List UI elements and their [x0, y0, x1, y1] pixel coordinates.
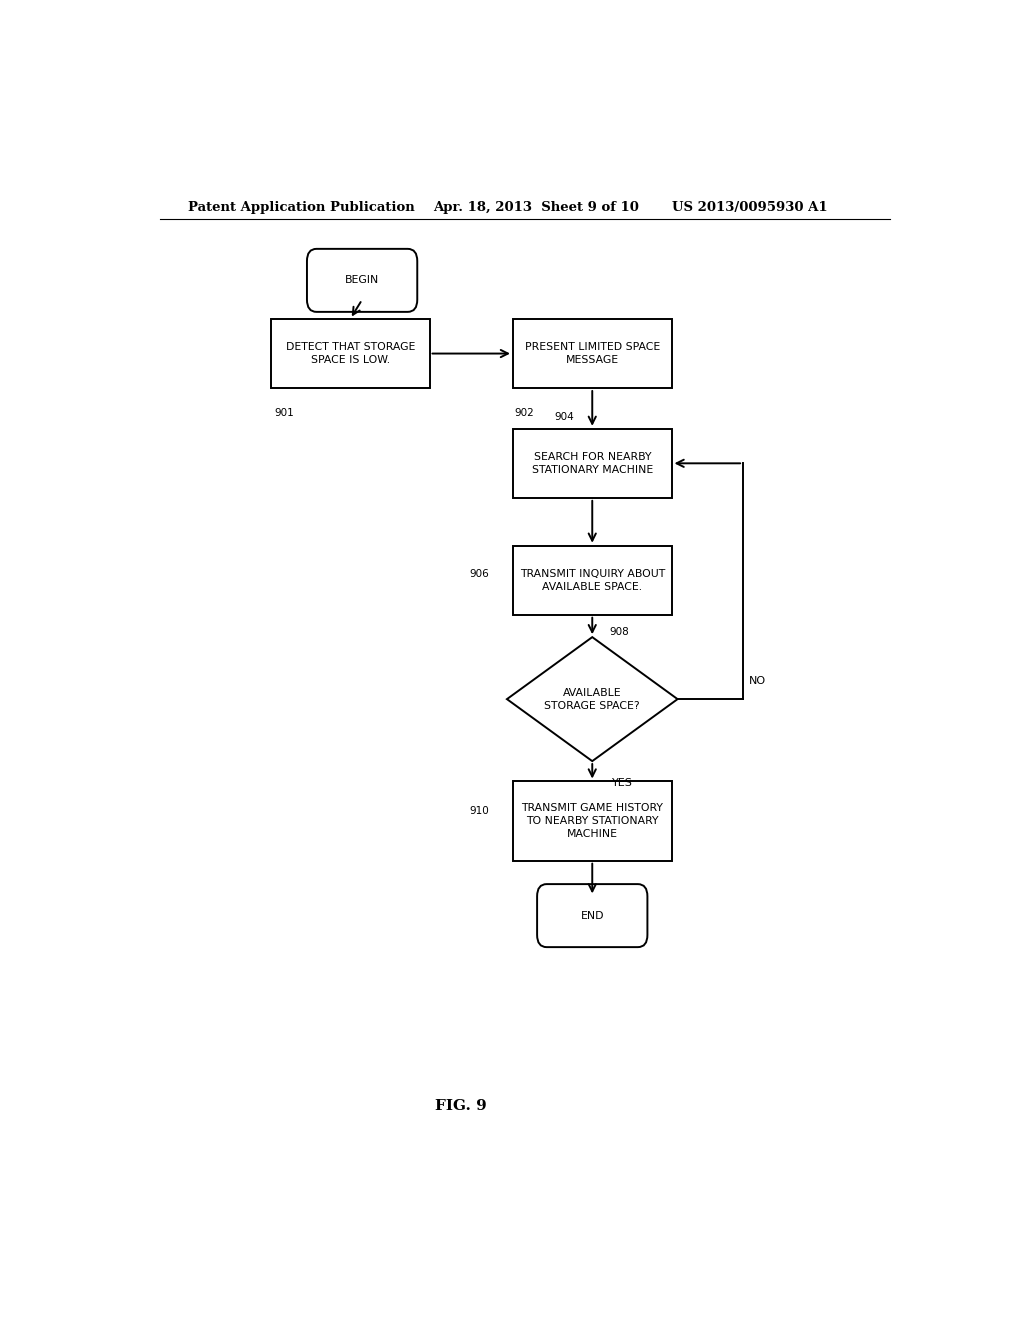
Text: FIG. 9: FIG. 9 [435, 1098, 487, 1113]
FancyBboxPatch shape [307, 249, 417, 312]
Text: NO: NO [749, 676, 766, 686]
Text: BEGIN: BEGIN [345, 276, 379, 285]
Text: TRANSMIT GAME HISTORY
TO NEARBY STATIONARY
MACHINE: TRANSMIT GAME HISTORY TO NEARBY STATIONA… [521, 803, 664, 840]
FancyBboxPatch shape [513, 319, 672, 388]
Text: US 2013/0095930 A1: US 2013/0095930 A1 [672, 201, 827, 214]
Text: Patent Application Publication: Patent Application Publication [187, 201, 415, 214]
Text: 902: 902 [514, 408, 535, 417]
Text: TRANSMIT INQUIRY ABOUT
AVAILABLE SPACE.: TRANSMIT INQUIRY ABOUT AVAILABLE SPACE. [519, 569, 665, 591]
Text: DETECT THAT STORAGE
SPACE IS LOW.: DETECT THAT STORAGE SPACE IS LOW. [286, 342, 415, 366]
Text: 910: 910 [469, 807, 489, 816]
Polygon shape [507, 638, 678, 762]
Text: YES: YES [612, 779, 633, 788]
FancyBboxPatch shape [513, 781, 672, 861]
Text: AVAILABLE
STORAGE SPACE?: AVAILABLE STORAGE SPACE? [545, 688, 640, 710]
Text: 901: 901 [274, 408, 295, 417]
Text: Apr. 18, 2013  Sheet 9 of 10: Apr. 18, 2013 Sheet 9 of 10 [433, 201, 639, 214]
FancyBboxPatch shape [538, 884, 647, 948]
Text: END: END [581, 911, 604, 920]
Text: 904: 904 [554, 412, 573, 421]
Text: 908: 908 [609, 627, 630, 638]
FancyBboxPatch shape [513, 429, 672, 498]
FancyBboxPatch shape [513, 545, 672, 615]
Text: SEARCH FOR NEARBY
STATIONARY MACHINE: SEARCH FOR NEARBY STATIONARY MACHINE [531, 451, 653, 475]
FancyBboxPatch shape [270, 319, 430, 388]
Text: PRESENT LIMITED SPACE
MESSAGE: PRESENT LIMITED SPACE MESSAGE [524, 342, 659, 366]
Text: 906: 906 [469, 569, 489, 579]
